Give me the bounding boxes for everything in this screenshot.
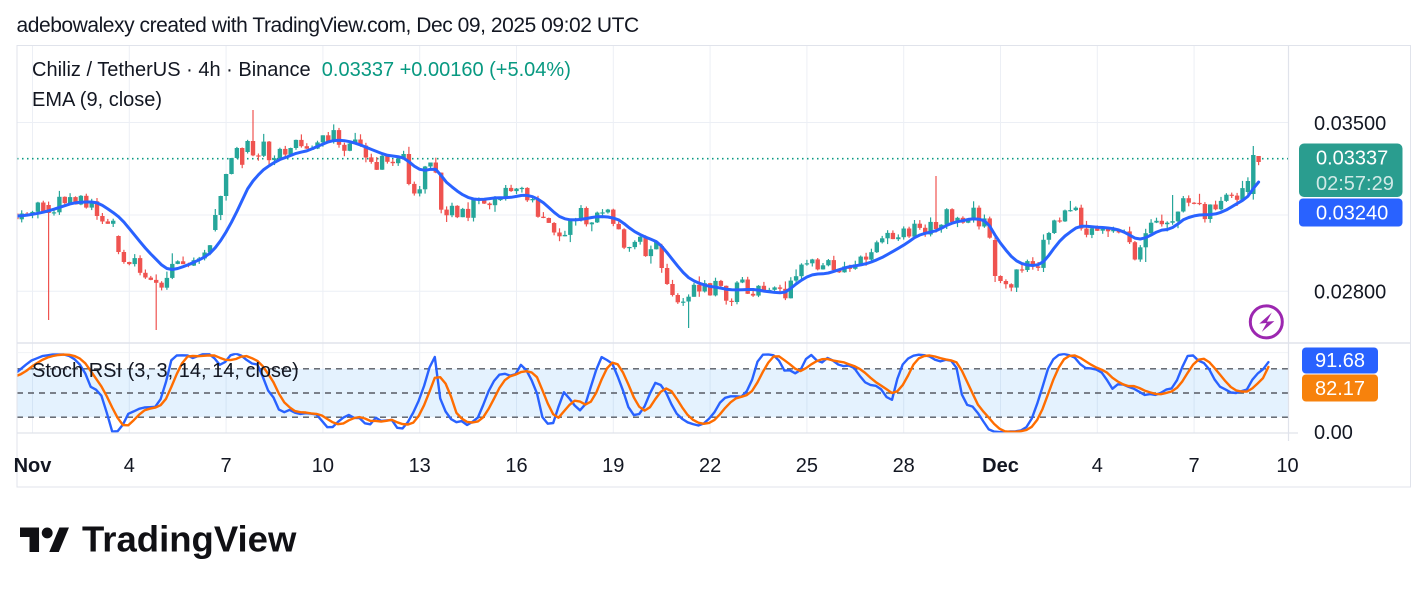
svg-text:0.00: 0.00 bbox=[1314, 422, 1353, 444]
svg-text:19: 19 bbox=[602, 455, 624, 477]
svg-text:0.02800: 0.02800 bbox=[1314, 282, 1386, 304]
svg-text:0.03337: 0.03337 bbox=[1316, 148, 1388, 170]
svg-text:22: 22 bbox=[699, 455, 721, 477]
svg-text:4: 4 bbox=[124, 455, 135, 477]
svg-text:13: 13 bbox=[409, 455, 431, 477]
svg-text:02:57:29: 02:57:29 bbox=[1316, 173, 1394, 195]
svg-text:10: 10 bbox=[1276, 455, 1298, 477]
svg-text:25: 25 bbox=[796, 455, 818, 477]
svg-text:Nov: Nov bbox=[14, 455, 53, 477]
svg-text:4: 4 bbox=[1092, 455, 1103, 477]
svg-text:10: 10 bbox=[312, 455, 334, 477]
svg-text:Stoch RSI (3, 3, 14, 14, close: Stoch RSI (3, 3, 14, 14, close) bbox=[32, 360, 299, 382]
svg-text:0.03240: 0.03240 bbox=[1316, 203, 1388, 225]
svg-text:7: 7 bbox=[1189, 455, 1200, 477]
svg-text:7: 7 bbox=[221, 455, 232, 477]
svg-text:91.68: 91.68 bbox=[1315, 350, 1365, 372]
svg-text:TradingView: TradingView bbox=[82, 519, 297, 560]
svg-text:Dec: Dec bbox=[982, 455, 1019, 477]
svg-text:82.17: 82.17 bbox=[1315, 378, 1365, 400]
svg-text:28: 28 bbox=[893, 455, 915, 477]
svg-text:0.03500: 0.03500 bbox=[1314, 113, 1386, 135]
svg-text:16: 16 bbox=[505, 455, 527, 477]
